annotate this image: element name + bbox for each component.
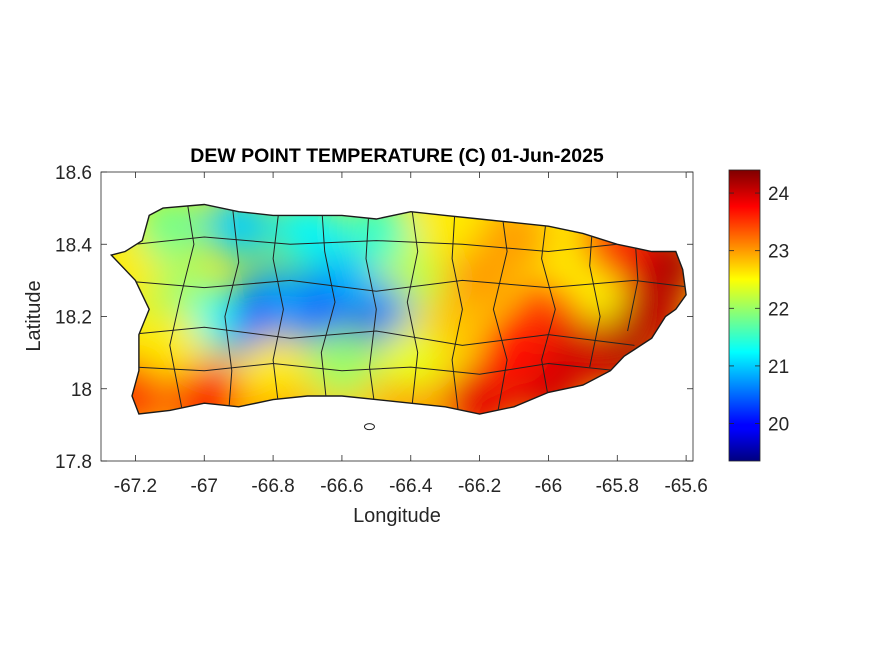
dew-point-sample-37 <box>548 318 617 387</box>
dew-point-sample-35 <box>445 246 514 315</box>
dew-point-sample-36 <box>480 318 548 387</box>
colorbar <box>728 169 761 462</box>
municipality-boundary-3 <box>320 204 336 414</box>
municipality-boundary-1 <box>224 204 240 414</box>
municipality-boundary-5 <box>406 204 419 414</box>
municipality-boundary-8 <box>541 204 556 414</box>
dew-point-sample-31 <box>239 336 308 405</box>
y-tick-label: 18.2 <box>55 308 92 329</box>
y-tick-label: 18 <box>71 380 92 401</box>
y-tick-label: 17.8 <box>55 452 92 473</box>
x-tick-label: -65.8 <box>596 476 639 497</box>
municipality-boundary-2 <box>272 204 284 414</box>
dew-point-sample-32 <box>307 329 376 398</box>
x-tick-label: -66.4 <box>389 476 433 497</box>
dew-point-sample-33 <box>376 325 445 394</box>
colorbar-ticks: 20 21 22 23 24 <box>729 184 790 436</box>
y-tick-label: 18.4 <box>55 235 92 256</box>
x-axis: -67.2 -67 -66.8 -66.6 -66.4 -66.2 -66 -65.8 -65.… <box>114 172 708 497</box>
municipality-boundaries <box>118 204 687 414</box>
municipality-boundary-7 <box>492 204 508 414</box>
y-tick-label: 18.6 <box>55 163 92 184</box>
municipality-boundary-6 <box>451 204 463 414</box>
colorbar-tick-label: 24 <box>768 184 790 205</box>
colorbar-tick-label: 20 <box>768 415 789 436</box>
x-tick-label: -67 <box>191 476 218 497</box>
x-tick-label: -67.2 <box>114 476 157 497</box>
colorbar-tick-label: 23 <box>768 242 789 263</box>
x-axis-label: Longitude <box>353 505 441 527</box>
island-outline <box>109 203 687 415</box>
dew-point-sample-6 <box>445 369 514 414</box>
x-tick-label: -66.8 <box>251 476 294 497</box>
chart-title: DEW POINT TEMPERATURE (C) 01-Jun-2025 <box>190 145 604 167</box>
y-axis: 17.8 18 18.2 18.4 18.6 <box>55 163 693 473</box>
colorbar-tick-label: 21 <box>768 357 789 378</box>
colorbar-tick-label: 22 <box>768 299 789 320</box>
municipality-boundary-4 <box>365 204 377 414</box>
municipality-boundary-12 <box>128 326 635 346</box>
x-tick-label: -66 <box>535 476 562 497</box>
y-axis-label: Latitude <box>23 280 45 351</box>
municipality-boundary-9 <box>589 215 601 368</box>
municipality-boundary-11 <box>118 279 687 292</box>
municipality-boundary-14 <box>135 236 618 253</box>
x-tick-label: -66.6 <box>320 476 363 497</box>
municipality-boundary-13 <box>135 362 618 375</box>
x-tick-label: -65.6 <box>664 476 707 497</box>
x-tick-label: -66.2 <box>458 476 501 497</box>
islet-caja-de-muertos <box>363 423 375 431</box>
